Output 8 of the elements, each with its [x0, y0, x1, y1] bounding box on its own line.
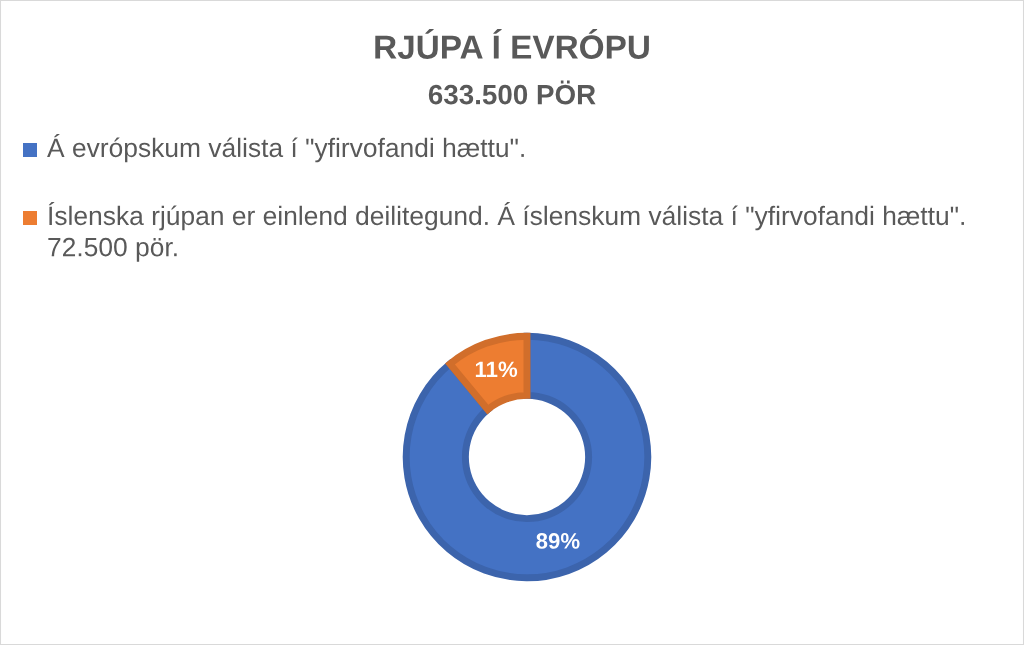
data-label: 11%: [475, 361, 518, 378]
chart-title: RJÚPA Í EVRÓPU: [375, 29, 649, 59]
data-label: 89%: [536, 533, 580, 549]
donut-slice: [446, 332, 531, 413]
legend-label: Íslenska rjúpan er einlend deilitegund. Á íslenskum válista í "yfirvofandi hættu". 72.500 pör.: [48, 202, 964, 262]
chart-subtitle: 633.500 PÖR: [428, 80, 596, 105]
legend-label: Á evrópskum válista í "yfirvofandi hættu".: [47, 134, 524, 163]
donut-slice: [402, 332, 652, 582]
